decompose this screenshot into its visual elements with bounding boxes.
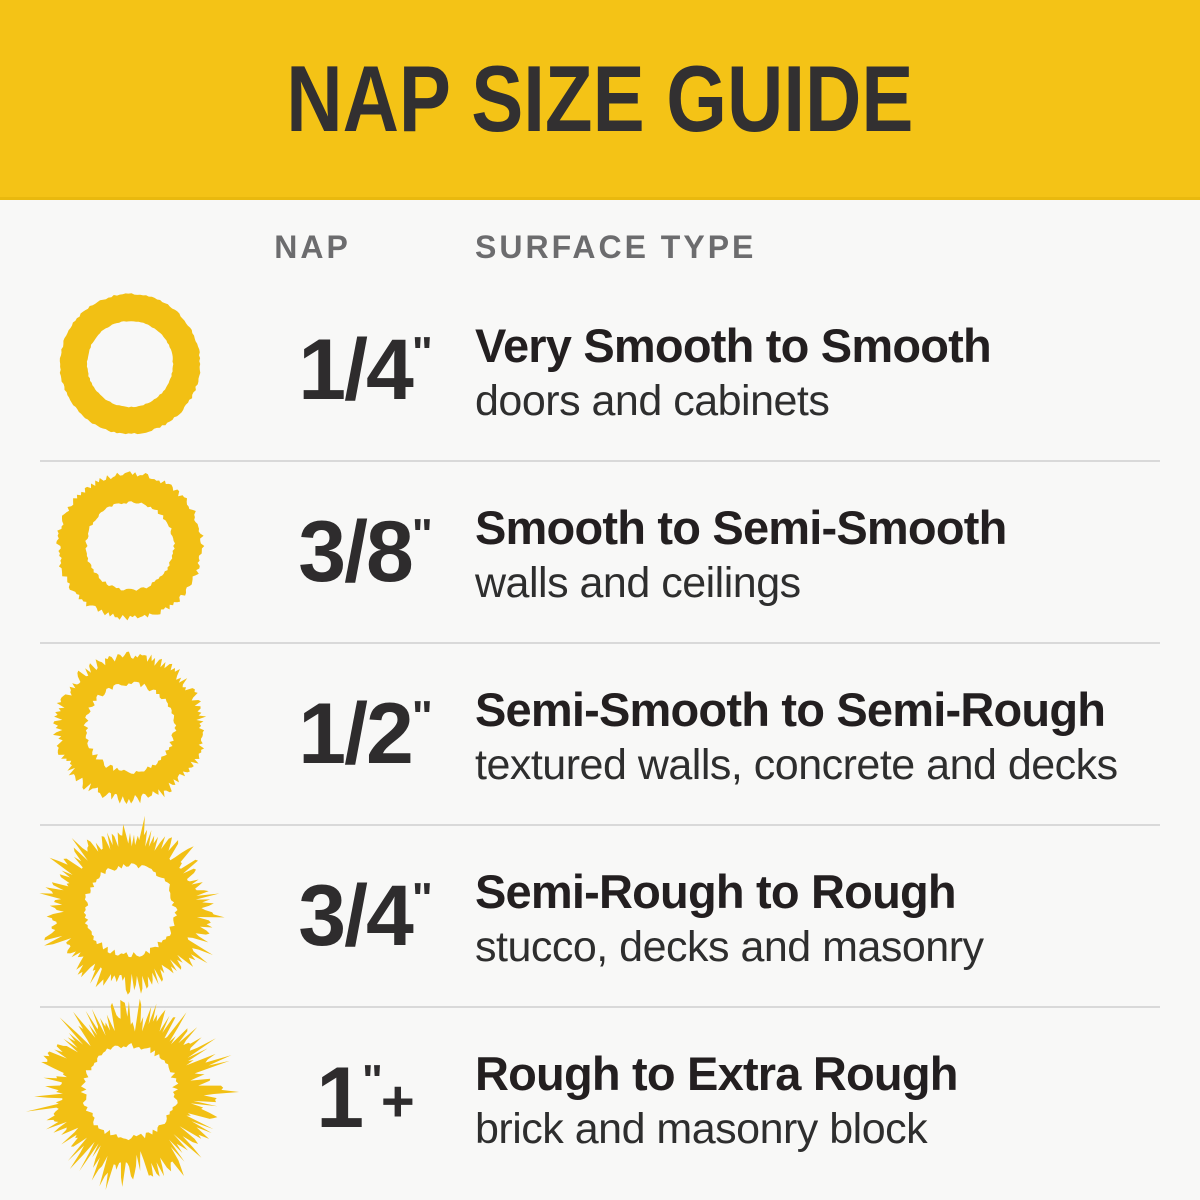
surface-type-cell: Rough to Extra Rough brick and masonry b… bbox=[475, 1042, 1200, 1154]
table-row: 1"+ Rough to Extra Rough brick and mason… bbox=[0, 998, 1200, 1190]
nap-number: 1/4 bbox=[298, 322, 414, 418]
surface-type-title: Semi-Smooth to Semi-Rough bbox=[475, 682, 1106, 736]
nap-number: 1/2 bbox=[298, 686, 414, 782]
nap-size-value: 1/4" bbox=[230, 327, 475, 413]
header-banner: NAP SIZE GUIDE bbox=[0, 0, 1200, 200]
nap-number: 1 bbox=[316, 1050, 364, 1146]
roller-nap-ring-icon bbox=[25, 805, 235, 1015]
surface-type-title: Semi-Rough to Rough bbox=[475, 864, 957, 918]
surface-type-examples: stucco, decks and masonry bbox=[475, 922, 984, 971]
nap-number: 3/8 bbox=[298, 504, 414, 600]
nap-size-value: 3/8" bbox=[230, 509, 475, 595]
roller-nap-ring-icon bbox=[25, 623, 235, 833]
table-row: 3/8" Smooth to Semi-Smooth walls and cei… bbox=[0, 462, 1200, 642]
table-row: 1/2" Semi-Smooth to Semi-Rough textured … bbox=[0, 644, 1200, 824]
table-row: 3/4" Semi-Rough to Rough stucco, decks a… bbox=[0, 815, 1200, 1006]
inch-mark: " bbox=[362, 1056, 383, 1105]
surface-type-examples: textured walls, concrete and decks bbox=[475, 740, 1118, 789]
surface-type-cell: Semi-Smooth to Semi-Rough textured walls… bbox=[475, 678, 1200, 790]
surface-type-title: Smooth to Semi-Smooth bbox=[475, 500, 1007, 554]
row-divider bbox=[40, 642, 1160, 644]
nap-size-value: 1"+ bbox=[230, 1055, 475, 1141]
nap-icon-cell bbox=[0, 462, 230, 642]
nap-number: 3/4 bbox=[298, 868, 414, 964]
surface-type-cell: Semi-Rough to Rough stucco, decks and ma… bbox=[475, 860, 1200, 972]
column-header-row: NAP SURFACE TYPE bbox=[0, 200, 1200, 280]
roller-nap-ring-icon bbox=[25, 259, 235, 469]
inch-mark: " bbox=[411, 510, 433, 559]
column-header-nap: NAP bbox=[274, 228, 351, 265]
nap-icon-cell bbox=[0, 998, 240, 1190]
surface-type-cell: Smooth to Semi-Smooth walls and ceilings bbox=[475, 496, 1200, 608]
surface-type-examples: doors and cabinets bbox=[475, 376, 830, 425]
row-divider bbox=[40, 460, 1160, 462]
nap-size-value: 3/4" bbox=[230, 873, 475, 959]
surface-type-cell: Very Smooth to Smooth doors and cabinets bbox=[475, 314, 1200, 426]
row-divider bbox=[40, 824, 1160, 826]
column-header-surface-type: SURFACE TYPE bbox=[475, 228, 757, 265]
inch-mark: " bbox=[411, 328, 433, 377]
nap-icon-cell bbox=[0, 644, 230, 824]
nap-plus-suffix: + bbox=[380, 1069, 415, 1134]
nap-icon-cell bbox=[0, 815, 230, 1006]
surface-type-examples: brick and masonry block bbox=[475, 1104, 928, 1153]
roller-nap-ring-icon bbox=[25, 987, 240, 1197]
surface-type-examples: walls and ceilings bbox=[475, 558, 801, 607]
inch-mark: " bbox=[411, 874, 433, 923]
row-divider bbox=[40, 1006, 1160, 1008]
table-row: 1/4" Very Smooth to Smooth doors and cab… bbox=[0, 280, 1200, 460]
inch-mark: " bbox=[411, 692, 433, 741]
page-title: NAP SIZE GUIDE bbox=[286, 45, 914, 151]
roller-nap-ring-icon bbox=[25, 441, 235, 651]
surface-type-title: Very Smooth to Smooth bbox=[475, 318, 992, 372]
nap-icon-cell bbox=[0, 280, 230, 460]
surface-type-title: Rough to Extra Rough bbox=[475, 1046, 958, 1100]
nap-size-value: 1/2" bbox=[230, 691, 475, 777]
